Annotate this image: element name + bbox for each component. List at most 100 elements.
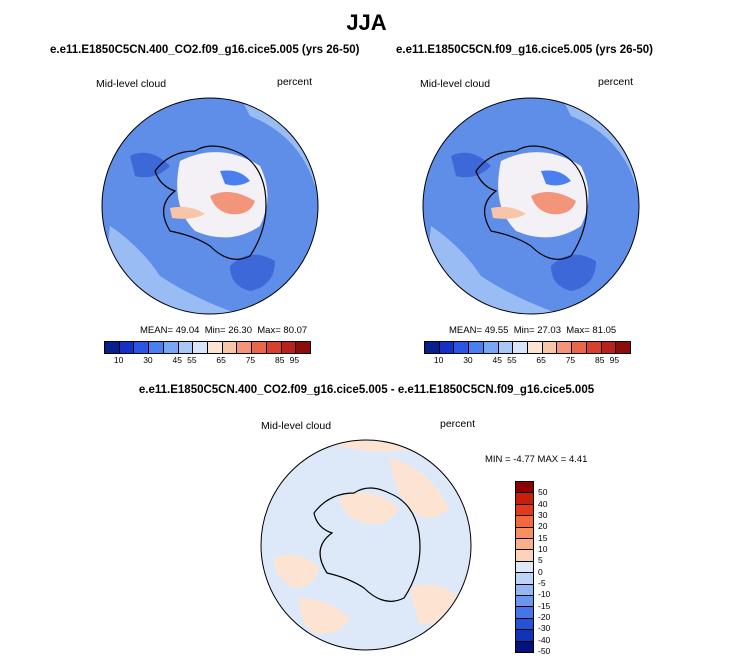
colorbar-tick-label: 40 <box>538 498 548 509</box>
panel2-polar-map <box>422 97 640 315</box>
season-title: JJA <box>346 10 387 35</box>
colorbar-tick-label: 55 <box>187 355 197 365</box>
colorbar-swatch <box>601 342 617 353</box>
panel1-stats: MEAN= 49.04 Min= 26.30 Max= 80.07 <box>140 325 308 336</box>
colorbar-swatch <box>516 641 533 653</box>
colorbar-tick-label: -30 <box>538 623 551 634</box>
colorbar-tick-label: 5 <box>538 555 543 566</box>
colorbar-swatch <box>528 342 543 353</box>
panel2-colorbar-ticks: 10 30 45 55 65 75 85 95 <box>424 355 629 367</box>
panel2-mean-value: 49.55 <box>484 325 509 336</box>
colorbar-swatch <box>296 342 311 353</box>
colorbar-swatch <box>516 618 533 631</box>
panel1-min-value: 26.30 <box>228 325 252 336</box>
colorbar-tick-label: 65 <box>536 355 546 365</box>
panel2-colorbar <box>424 341 631 354</box>
colorbar-swatch <box>498 342 514 353</box>
colorbar-tick-label: 95 <box>609 355 620 365</box>
colorbar-swatch <box>516 550 533 562</box>
colorbar-tick-label: 10 <box>433 355 444 365</box>
panel1-units-label: percent <box>277 76 313 88</box>
colorbar-swatch <box>516 516 533 528</box>
colorbar-tick-label: 30 <box>538 510 548 520</box>
colorbar-swatch <box>134 342 150 353</box>
colorbar-swatch <box>516 539 533 551</box>
colorbar-swatch <box>178 342 194 353</box>
colorbar-swatch <box>516 596 533 608</box>
colorbar-tick-label: -40 <box>538 634 551 645</box>
colorbar-tick-label: 85 <box>274 355 285 365</box>
colorbar-swatch <box>516 584 533 597</box>
colorbar-swatch <box>513 342 529 353</box>
colorbar-tick-label: -50 <box>538 646 551 656</box>
colorbar-tick-label: 75 <box>565 355 576 365</box>
colorbar-swatch <box>193 342 209 353</box>
colorbar-tick-label: 55 <box>507 355 517 365</box>
colorbar-swatch <box>516 493 533 505</box>
panel2-stats: MEAN= 49.55 Min= 27.03 Max= 81.05 <box>449 325 617 336</box>
colorbar-tick-label: 15 <box>538 532 548 543</box>
panel1-mean-value: 49.04 <box>175 325 200 336</box>
panel1-polar-map <box>101 97 319 315</box>
diff-map-fill <box>261 440 471 650</box>
panel2-case-title: e.e11.E1850C5CN.f09_g16.cice5.005 (yrs 2… <box>396 44 654 56</box>
panel2-map-fill <box>423 98 639 314</box>
diff-min-value: -4.77 <box>513 454 535 465</box>
diff-title: e.e11.E1850C5CN.400_CO2.f09_g16.cice5.00… <box>138 384 595 396</box>
colorbar-swatch <box>266 342 282 353</box>
panel2-units-label: percent <box>598 76 634 88</box>
colorbar-tick-label: -20 <box>538 612 551 622</box>
colorbar-swatch <box>586 342 602 353</box>
colorbar-swatch <box>425 342 440 353</box>
diff-stats: MIN = -4.77 MAX = 4.41 <box>485 454 588 465</box>
colorbar-swatch <box>516 482 533 494</box>
colorbar-swatch <box>469 342 484 353</box>
colorbar-tick-label: 10 <box>538 544 548 554</box>
colorbar-swatch <box>616 342 631 353</box>
panel2-min-value: 27.03 <box>537 325 561 336</box>
colorbar-swatch <box>516 561 533 574</box>
panel1-colorbar-ticks: 10 30 45 55 65 75 85 95 <box>104 355 309 367</box>
panel1-case-title: e.e11.E1850C5CN.400_CO2.f09_g16.cice5.00… <box>50 44 360 56</box>
colorbar-tick-label: 10 <box>113 355 124 365</box>
colorbar-swatch <box>105 342 120 353</box>
colorbar-tick-label: 75 <box>245 355 256 365</box>
colorbar-swatch <box>516 607 533 619</box>
colorbar-tick-label: -10 <box>538 589 551 600</box>
colorbar-swatch <box>557 342 573 353</box>
colorbar-swatch <box>149 342 164 353</box>
colorbar-swatch <box>222 342 238 353</box>
colorbar-tick-label: -15 <box>538 600 551 611</box>
panel1-max-value: 80.07 <box>283 325 308 336</box>
colorbar-swatch <box>237 342 253 353</box>
colorbar-tick-label: 30 <box>463 355 473 365</box>
colorbar-swatch <box>483 342 499 353</box>
colorbar-swatch <box>119 342 135 353</box>
colorbar-swatch <box>516 527 533 540</box>
diff-colorbar-ticks: 50 40 30 20 15 10 5 0 -5 -10 -15 -20 -30 -40 -50 <box>538 481 568 656</box>
colorbar-tick-label: 85 <box>594 355 605 365</box>
diff-max-value: 4.41 <box>568 454 588 465</box>
colorbar-tick-label: 20 <box>538 521 548 532</box>
diff-polar-map <box>260 439 472 651</box>
colorbar-tick-label: 30 <box>143 355 153 365</box>
panel1-map-fill <box>102 98 318 314</box>
diff-colorbar <box>515 481 534 653</box>
panel1-variable-label: Mid-level cloud <box>96 78 167 90</box>
colorbar-swatch <box>516 630 533 642</box>
colorbar-swatch <box>572 342 587 353</box>
colorbar-swatch <box>516 504 533 517</box>
colorbar-swatch <box>252 342 267 353</box>
diff-variable-label: Mid-level cloud <box>261 420 332 432</box>
colorbar-swatch <box>208 342 223 353</box>
colorbar-swatch <box>542 342 558 353</box>
colorbar-tick-label: 50 <box>538 487 548 498</box>
colorbar-swatch <box>281 342 297 353</box>
colorbar-tick-label: 0 <box>538 566 543 577</box>
panel2-variable-label: Mid-level cloud <box>420 78 491 90</box>
colorbar-swatch <box>454 342 470 353</box>
colorbar-tick-label: 65 <box>216 355 226 365</box>
colorbar-tick-label: 45 <box>172 355 182 365</box>
panel1-colorbar <box>104 341 311 354</box>
panel2-max-value: 81.05 <box>592 325 617 336</box>
